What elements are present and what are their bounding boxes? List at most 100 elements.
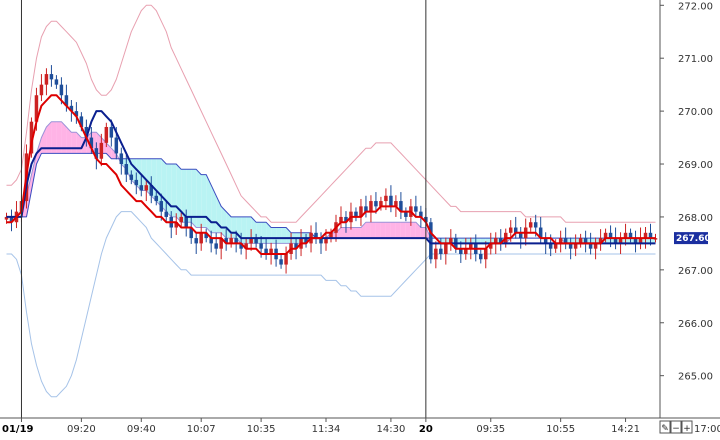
zoom-in-icon-frame <box>681 420 693 434</box>
candle-body <box>159 201 164 212</box>
cloud-segment <box>355 227 361 239</box>
cloud-segment <box>251 216 257 244</box>
lower-band-line <box>6 211 656 398</box>
cloud-segment <box>26 174 32 217</box>
cloud-segment <box>61 121 67 154</box>
zoom-out-icon[interactable]: − <box>670 420 682 434</box>
x-tick-label: 09:20 <box>67 424 96 435</box>
draw-pencil-icon[interactable]: ✎ <box>659 420 671 434</box>
cloud-segment <box>246 216 252 244</box>
candle-body <box>269 248 273 254</box>
x-tick-label: 20 <box>419 424 433 435</box>
candle-body <box>508 227 513 233</box>
cloud-segment <box>420 227 426 239</box>
cloud-segment <box>460 238 466 244</box>
x-tick-label: 11:34 <box>312 424 341 435</box>
candle-body <box>399 201 403 212</box>
candle-body <box>603 232 608 239</box>
candle-body <box>304 238 308 244</box>
candle-body <box>369 201 373 212</box>
candle-body <box>553 243 558 249</box>
y-tick-label: 270.00 <box>678 107 713 118</box>
candle-body <box>538 227 543 239</box>
candle-body <box>4 216 9 220</box>
candle-body <box>653 238 658 240</box>
cloud-segment <box>51 121 57 154</box>
candle-body <box>34 95 39 122</box>
candle-body <box>374 201 378 207</box>
cloud-segment <box>66 126 72 154</box>
cloud-segment <box>380 222 386 239</box>
candle-body <box>494 238 498 244</box>
draw-pencil-icon-glyph: ✎ <box>661 424 669 434</box>
candle-body <box>558 238 563 244</box>
candle-body <box>69 105 74 112</box>
cloud-segment <box>231 216 237 239</box>
cloud-segment <box>46 121 52 154</box>
candle-body <box>444 243 448 254</box>
candle-body <box>359 206 363 217</box>
cloud-segment <box>281 227 287 244</box>
cloud-segment <box>286 227 292 244</box>
candle-body <box>394 201 398 207</box>
cloud-segment <box>405 222 411 239</box>
candle-body <box>464 248 468 254</box>
cloud-segment <box>276 227 282 244</box>
candle-body <box>39 84 44 96</box>
candle-body <box>44 74 49 85</box>
zoom-out-icon-frame <box>670 420 682 434</box>
candle-body <box>354 211 358 217</box>
y-tick-label: 269.00 <box>678 160 713 171</box>
draw-pencil-icon-frame <box>659 420 671 434</box>
candle-body <box>543 238 548 244</box>
candle-body <box>264 248 268 254</box>
candle-body <box>214 243 218 249</box>
candle-body <box>484 248 488 260</box>
candle-body <box>578 238 583 244</box>
cloud-segment <box>191 169 197 228</box>
candle-body <box>109 126 114 138</box>
candle-body <box>489 243 493 249</box>
zoom-in-icon[interactable]: + <box>681 420 693 434</box>
candle-body <box>434 248 438 260</box>
candle-body <box>439 248 443 254</box>
candle-body <box>149 185 154 196</box>
candle-body <box>54 79 59 85</box>
candle-body <box>548 243 553 249</box>
cloud-segment <box>400 222 406 239</box>
cloud-segment <box>475 238 481 244</box>
y-tick-label: 268.00 <box>678 213 713 224</box>
candle-body <box>414 206 418 212</box>
candle-body <box>379 201 383 207</box>
candle-body <box>389 195 393 207</box>
cloud-segment <box>395 222 401 239</box>
cloud-segment <box>345 227 351 239</box>
candle-body <box>244 243 248 249</box>
candle-body <box>49 74 54 80</box>
candle-body <box>144 185 149 191</box>
candle-body <box>284 253 288 265</box>
candle-body <box>29 121 34 154</box>
candle-body <box>119 153 124 165</box>
cloud-segment <box>71 132 77 154</box>
cloud-segment <box>41 126 47 154</box>
candle-body <box>638 238 643 244</box>
candle-body <box>9 216 14 223</box>
candle-body <box>608 232 613 239</box>
cloud-segment <box>375 222 381 239</box>
candle-body <box>429 222 433 260</box>
y-tick-label: 265.00 <box>678 372 713 383</box>
candle-body <box>219 238 223 249</box>
candle-body <box>643 232 648 239</box>
cloud-segment <box>201 174 207 228</box>
candle-body <box>513 227 518 233</box>
candle-body <box>224 238 228 244</box>
candle-body <box>648 232 653 239</box>
cloud-segment <box>350 227 356 239</box>
cloud-segment <box>211 185 217 233</box>
cloud-segment <box>365 222 371 239</box>
x-tick-label: 01/19 <box>2 424 34 435</box>
candle-body <box>64 95 69 106</box>
candle-body <box>598 238 603 244</box>
